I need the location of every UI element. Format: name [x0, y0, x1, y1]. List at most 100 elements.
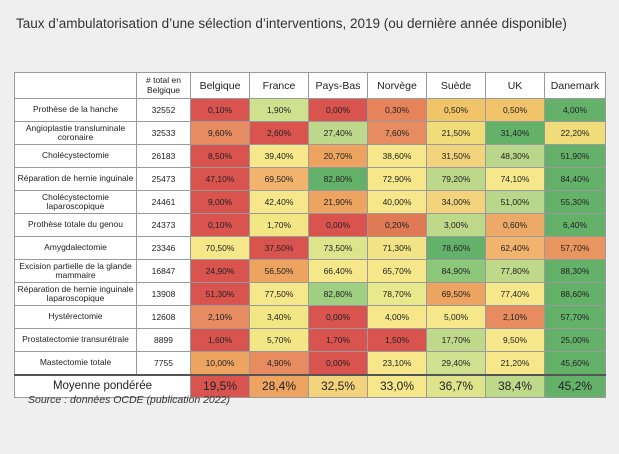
rate-cell: 79,20%	[426, 167, 486, 191]
rate-cell: 40,00%	[367, 190, 427, 214]
rate-cell: 71,30%	[367, 236, 427, 260]
table-header-row: # total en Belgique Belgique France Pays-B…	[14, 72, 606, 99]
rate-cell: 7,60%	[367, 121, 427, 145]
rate-cell: 0,30%	[367, 98, 427, 122]
rate-cell: 1,70%	[249, 213, 309, 237]
procedure-label: Prothèse totale du genou	[14, 213, 137, 237]
table-row: Hystérectomie 12608 2,10% 3,40% 0,00% 4,00% 5,…	[14, 305, 606, 329]
rate-cell: 57,70%	[544, 236, 606, 260]
rate-cell: 0,50%	[426, 98, 486, 122]
rate-cell: 0,00%	[308, 351, 368, 375]
rate-cell: 69,50%	[249, 167, 309, 191]
country-header: Belgique	[190, 72, 250, 99]
country-header: France	[249, 72, 309, 99]
belgium-count: 32533	[136, 121, 191, 145]
rate-cell: 39,40%	[249, 144, 309, 168]
rate-cell: 78,60%	[426, 236, 486, 260]
rate-cell: 22,20%	[544, 121, 606, 145]
rate-cell: 77,80%	[485, 259, 545, 283]
rate-cell: 5,70%	[249, 328, 309, 352]
rate-cell: 17,70%	[426, 328, 486, 352]
procedure-label: Cholécystectomie	[14, 144, 137, 168]
rate-cell: 31,40%	[485, 121, 545, 145]
rate-cell: 24,90%	[190, 259, 250, 283]
rate-cell: 51,30%	[190, 282, 250, 306]
weighted-average-cell: 38,4%	[485, 373, 545, 398]
belgium-count: 16847	[136, 259, 191, 283]
rate-cell: 65,70%	[367, 259, 427, 283]
rate-cell: 8,50%	[190, 144, 250, 168]
source-note: Source : données OCDE (publication 2022)	[28, 394, 230, 406]
rate-cell: 25,00%	[544, 328, 606, 352]
weighted-average-label: Moyenne pondérée	[14, 373, 191, 398]
belgium-count: 26183	[136, 144, 191, 168]
rate-cell: 70,50%	[190, 236, 250, 260]
table-row: Prothèse de la hanche 32552 0,10% 1,90% 0,00…	[14, 98, 606, 122]
rate-cell: 4,00%	[544, 98, 606, 122]
rate-cell: 27,40%	[308, 121, 368, 145]
procedure-label: Hystérectomie	[14, 305, 137, 329]
table-row: Réparation de hernie inguinale 25473 47,10…	[14, 167, 606, 191]
rate-cell: 21,90%	[308, 190, 368, 214]
weighted-average-row: Moyenne pondérée 19,5% 28,4% 32,5% 33,0% 36,7…	[14, 373, 606, 398]
rate-cell: 3,00%	[426, 213, 486, 237]
belgium-count: 23346	[136, 236, 191, 260]
rate-cell: 2,60%	[249, 121, 309, 145]
belgium-count: 13908	[136, 282, 191, 306]
table-row: Cholécystectomie laparoscopique 24461 9,00…	[14, 190, 606, 214]
weighted-average-cell: 45,2%	[544, 373, 606, 398]
rate-cell: 31,50%	[426, 144, 486, 168]
procedure-label: Cholécystectomie laparoscopique	[14, 190, 137, 214]
belgium-count: 32552	[136, 98, 191, 122]
rate-cell: 1,90%	[249, 98, 309, 122]
belgium-count: 7755	[136, 351, 191, 375]
rate-cell: 1,50%	[367, 328, 427, 352]
rate-cell: 29,40%	[426, 351, 486, 375]
country-header: Suède	[426, 72, 486, 99]
rate-cell: 37,50%	[249, 236, 309, 260]
rate-cell: 3,40%	[249, 305, 309, 329]
belgium-count: 24373	[136, 213, 191, 237]
rate-cell: 51,00%	[485, 190, 545, 214]
rate-cell: 0,00%	[308, 213, 368, 237]
table-row: Angioplastie transluminale coronaire 3253…	[14, 121, 606, 145]
procedure-label: Prothèse de la hanche	[14, 98, 137, 122]
rate-cell: 0,00%	[308, 98, 368, 122]
table-row: Excision partielle de la glande mammaire…	[14, 259, 606, 283]
rate-cell: 69,50%	[426, 282, 486, 306]
weighted-average-cell: 28,4%	[249, 373, 309, 398]
rate-cell: 6,40%	[544, 213, 606, 237]
belgium-count: 25473	[136, 167, 191, 191]
rate-cell: 2,10%	[485, 305, 545, 329]
table-row: Cholécystectomie 26183 8,50% 39,40% 20,70% 38…	[14, 144, 606, 168]
rate-cell: 23,10%	[367, 351, 427, 375]
rate-cell: 78,70%	[367, 282, 427, 306]
rate-cell: 4,00%	[367, 305, 427, 329]
rate-cell: 9,50%	[485, 328, 545, 352]
rate-cell: 73,50%	[308, 236, 368, 260]
rate-cell: 84,40%	[544, 167, 606, 191]
procedure-label: Excision partielle de la glande mammaire	[14, 259, 137, 283]
rate-cell: 10,00%	[190, 351, 250, 375]
rate-cell: 0,50%	[485, 98, 545, 122]
rate-cell: 21,50%	[426, 121, 486, 145]
rate-cell: 45,60%	[544, 351, 606, 375]
weighted-average-cell: 33,0%	[367, 373, 427, 398]
rate-cell: 47,10%	[190, 167, 250, 191]
rate-cell: 20,70%	[308, 144, 368, 168]
rate-cell: 42,40%	[249, 190, 309, 214]
rate-cell: 51,90%	[544, 144, 606, 168]
weighted-average-cell: 32,5%	[308, 373, 368, 398]
country-header: Danemark	[544, 72, 606, 99]
rate-cell: 9,00%	[190, 190, 250, 214]
ambulatory-rate-table: # total en Belgique Belgique France Pays-B…	[14, 72, 606, 398]
procedure-label: Angioplastie transluminale coronaire	[14, 121, 137, 145]
rate-cell: 55,30%	[544, 190, 606, 214]
rate-cell: 77,50%	[249, 282, 309, 306]
rate-cell: 0,60%	[485, 213, 545, 237]
table-row: Prothèse totale du genou 24373 0,10% 1,70% 0…	[14, 213, 606, 237]
rate-cell: 82,80%	[308, 167, 368, 191]
table-row: Prostatectomie transurétrale 8899 1,60% 5,7…	[14, 328, 606, 352]
rate-cell: 34,00%	[426, 190, 486, 214]
rate-cell: 9,60%	[190, 121, 250, 145]
